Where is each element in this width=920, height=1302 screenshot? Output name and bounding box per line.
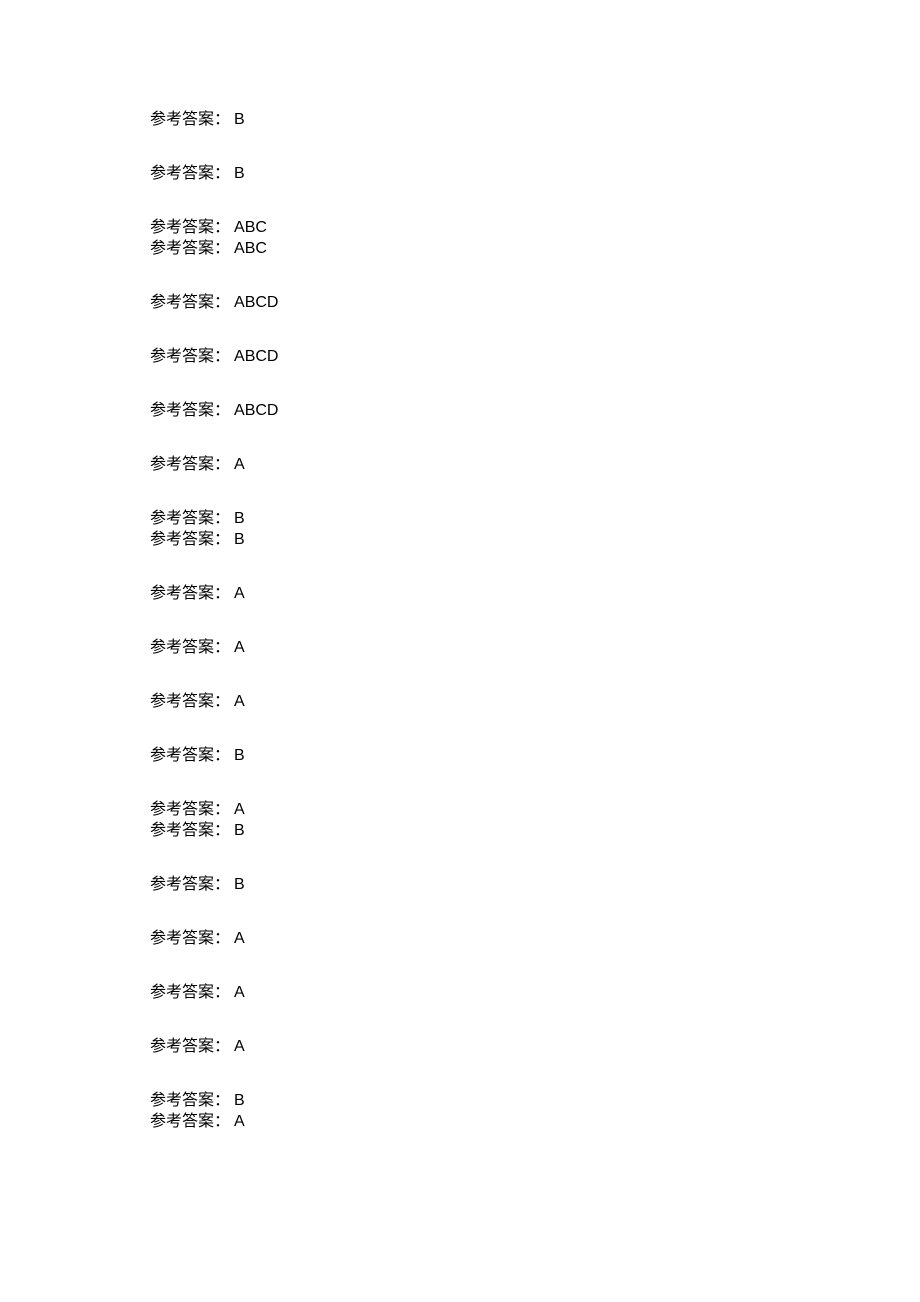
answer-group: 参考答案：ABCD [150, 349, 920, 365]
answer-line: 参考答案：A [150, 640, 920, 656]
answer-label: 参考答案： [150, 112, 230, 128]
answer-group: 参考答案：B [150, 877, 920, 893]
answer-group: 参考答案：B [150, 112, 920, 128]
answer-line: 参考答案：A [150, 1114, 920, 1130]
answer-line: 参考答案：A [150, 931, 920, 947]
answer-group: 参考答案：ABCD [150, 295, 920, 311]
answer-line: 参考答案：ABCD [150, 403, 920, 419]
answer-label: 参考答案： [150, 1114, 230, 1130]
answer-line: 参考答案：B [150, 532, 920, 548]
answer-label: 参考答案： [150, 403, 230, 419]
answer-line: 参考答案：ABC [150, 220, 920, 236]
answer-value: A [234, 1114, 245, 1130]
answer-group: 参考答案：A [150, 640, 920, 656]
answer-label: 参考答案： [150, 640, 230, 656]
answer-label: 参考答案： [150, 748, 230, 764]
answer-value: B [234, 112, 245, 128]
answer-line: 参考答案：B [150, 511, 920, 527]
answer-label: 参考答案： [150, 931, 230, 947]
answer-line: 参考答案：ABCD [150, 295, 920, 311]
answer-label: 参考答案： [150, 511, 230, 527]
answer-line: 参考答案：B [150, 748, 920, 764]
answer-label: 参考答案： [150, 985, 230, 1001]
answer-label: 参考答案： [150, 877, 230, 893]
answer-group: 参考答案：A [150, 985, 920, 1001]
answer-value: A [234, 640, 245, 656]
answer-group: 参考答案：A [150, 1039, 920, 1055]
answer-label: 参考答案： [150, 586, 230, 602]
answer-line: 参考答案：A [150, 802, 920, 818]
answer-label: 参考答案： [150, 532, 230, 548]
answer-value: A [234, 586, 245, 602]
answer-value: A [234, 1039, 245, 1055]
answer-group: 参考答案：B参考答案：A [150, 1093, 920, 1130]
answer-line: 参考答案：B [150, 1093, 920, 1109]
answer-group: 参考答案：A [150, 586, 920, 602]
answer-value: ABC [234, 220, 267, 236]
answer-label: 参考答案： [150, 295, 230, 311]
answer-value: A [234, 985, 245, 1001]
answer-value: A [234, 931, 245, 947]
answer-value: B [234, 166, 245, 182]
answer-line: 参考答案：B [150, 877, 920, 893]
answer-line: 参考答案：B [150, 166, 920, 182]
answer-label: 参考答案： [150, 1039, 230, 1055]
answer-value: B [234, 823, 245, 839]
answer-line: 参考答案：B [150, 112, 920, 128]
answer-group: 参考答案：B [150, 166, 920, 182]
answer-group: 参考答案：A参考答案：B [150, 802, 920, 839]
answer-group: 参考答案：A [150, 931, 920, 947]
answer-line: 参考答案：A [150, 586, 920, 602]
answer-value: ABCD [234, 349, 278, 365]
answer-label: 参考答案： [150, 802, 230, 818]
answer-group: 参考答案：ABC参考答案：ABC [150, 220, 920, 257]
answer-value: B [234, 1093, 245, 1109]
answer-value: A [234, 802, 245, 818]
answer-group: 参考答案：A [150, 694, 920, 710]
answer-label: 参考答案： [150, 241, 230, 257]
answer-label: 参考答案： [150, 1093, 230, 1109]
answer-label: 参考答案： [150, 166, 230, 182]
answer-value: B [234, 877, 245, 893]
answer-line: 参考答案：A [150, 985, 920, 1001]
answer-value: B [234, 532, 245, 548]
answer-value: A [234, 457, 245, 473]
answer-group: 参考答案：B [150, 748, 920, 764]
answer-line: 参考答案：A [150, 1039, 920, 1055]
answer-label: 参考答案： [150, 349, 230, 365]
answer-value: ABCD [234, 295, 278, 311]
answer-value: B [234, 748, 245, 764]
answer-line: 参考答案：A [150, 694, 920, 710]
answer-label: 参考答案： [150, 694, 230, 710]
answer-group: 参考答案：ABCD [150, 403, 920, 419]
answer-label: 参考答案： [150, 220, 230, 236]
answer-value: B [234, 511, 245, 527]
answer-value: ABCD [234, 403, 278, 419]
answer-line: 参考答案：A [150, 457, 920, 473]
answer-line: 参考答案：B [150, 823, 920, 839]
answer-label: 参考答案： [150, 457, 230, 473]
answer-label: 参考答案： [150, 823, 230, 839]
answer-value: A [234, 694, 245, 710]
answer-line: 参考答案：ABC [150, 241, 920, 257]
answer-group: 参考答案：A [150, 457, 920, 473]
answer-list: 参考答案：B参考答案：B参考答案：ABC参考答案：ABC参考答案：ABCD参考答… [150, 112, 920, 1130]
answer-line: 参考答案：ABCD [150, 349, 920, 365]
answer-value: ABC [234, 241, 267, 257]
answer-group: 参考答案：B参考答案：B [150, 511, 920, 548]
